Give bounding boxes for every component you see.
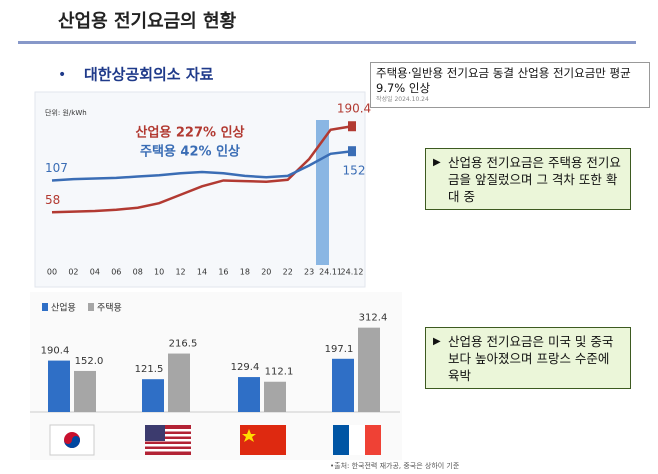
- flag-korea: [49, 424, 95, 456]
- legend-label: 산업용: [51, 303, 76, 314]
- callout-text: 산업용 전기요금은 주택용 전기요금을 앞질렀으며 그 격차 또한 확대 중: [448, 155, 621, 204]
- data-label: 152.0: [75, 356, 104, 367]
- data-label: 190.4: [337, 102, 371, 116]
- data-label: 197.1: [325, 344, 354, 355]
- x-tick-label: 14: [197, 268, 207, 277]
- flag-france: [333, 425, 381, 455]
- x-tick-label: 18: [240, 268, 250, 277]
- x-tick-label: 24.12: [341, 268, 364, 277]
- x-tick-label: 22: [283, 268, 293, 277]
- x-tick-label: 06: [111, 268, 121, 277]
- legend-label: 주택용: [97, 303, 122, 314]
- data-label: 152: [343, 164, 366, 178]
- title-rule: [18, 41, 636, 44]
- bar: [142, 379, 164, 412]
- callout-box: ▶ 산업용 전기요금은 미국 및 중국보다 높아졌으며 프랑스 수준에 육박: [425, 327, 631, 389]
- callout-text: 산업용 전기요금은 미국 및 중국보다 높아졌으며 프랑스 수준에 육박: [448, 334, 614, 383]
- x-tick-label: 23: [304, 268, 314, 277]
- x-tick-label: 10: [154, 268, 164, 277]
- bar: [358, 327, 380, 412]
- x-tick-label: 08: [133, 268, 143, 277]
- line-chart-bg: [34, 91, 366, 288]
- data-label: 121.5: [135, 364, 164, 375]
- x-tick-label: 04: [90, 268, 100, 277]
- x-tick-label: 12: [175, 268, 185, 277]
- unit-label: 단위: 원/kWh: [45, 108, 87, 117]
- callout-box: ▶ 산업용 전기요금은 주택용 전기요금을 앞질렀으며 그 격차 또한 확대 중: [425, 148, 631, 210]
- data-label: 216.5: [169, 339, 198, 350]
- bar: [264, 381, 286, 412]
- callout-arrow: ▶: [433, 157, 441, 168]
- bar: [238, 377, 260, 412]
- note-text: 주택용·일반용 전기요금 동결 산업용 전기요금만 평균 9.7% 인상: [376, 66, 631, 95]
- callout-arrow: ▶: [433, 336, 441, 347]
- end-marker: [348, 121, 356, 132]
- bar: [74, 370, 96, 412]
- x-tick-label: 24.11: [319, 268, 342, 277]
- legend-swatch: [42, 303, 48, 311]
- data-label: 129.4: [231, 362, 260, 373]
- end-marker: [348, 146, 356, 157]
- annotation: 산업용 227% 인상: [135, 125, 244, 141]
- x-tick-label: 20: [261, 268, 271, 277]
- bar: [332, 358, 354, 412]
- data-label: 107: [45, 161, 68, 175]
- note-box: 주택용·일반용 전기요금 동결 산업용 전기요금만 평균 9.7% 인상 작성일…: [370, 62, 650, 108]
- line: [51, 125, 353, 214]
- data-label: 58: [45, 193, 60, 207]
- line: [51, 149, 353, 182]
- data-label: 112.1: [265, 367, 294, 378]
- flag-usa: [145, 425, 191, 455]
- data-label: 312.4: [359, 313, 388, 324]
- x-tick-label: 02: [68, 268, 78, 277]
- flag-china: [240, 425, 286, 455]
- legend-swatch: [88, 303, 94, 311]
- bullet-text: 대한상공회의소 자료: [84, 66, 214, 84]
- bar: [48, 360, 70, 412]
- annotation: 주택용 42% 인상: [140, 144, 240, 160]
- source: •출처: 한국전력 재가공, 중국은 상하이 기준: [330, 461, 460, 470]
- x-tick-label: 16: [218, 268, 228, 277]
- slide-title: 산업용 전기요금의 현황: [58, 11, 237, 32]
- x-tick-label: 00: [47, 268, 57, 277]
- data-label: 190.4: [41, 346, 70, 357]
- bullet-dot: •: [58, 67, 66, 83]
- bar: [168, 353, 190, 412]
- note-date: 작성일 2024.10.24: [376, 96, 429, 103]
